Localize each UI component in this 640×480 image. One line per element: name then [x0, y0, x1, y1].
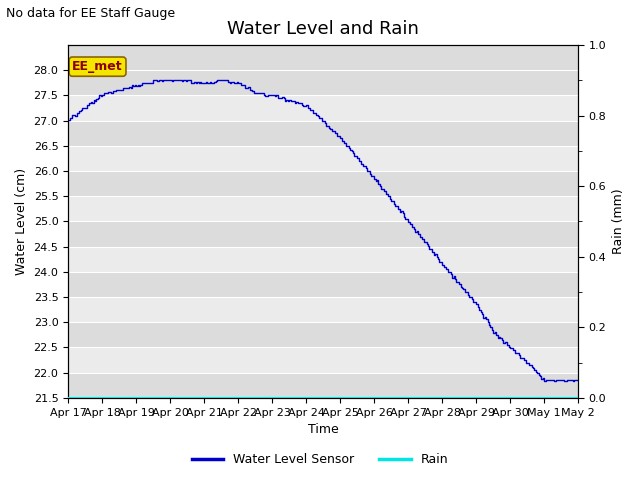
Bar [68, 297, 579, 322]
Bar [68, 70, 579, 96]
Bar [68, 146, 579, 171]
Bar [68, 96, 579, 120]
Bar [68, 272, 579, 297]
Y-axis label: Water Level (cm): Water Level (cm) [15, 168, 28, 275]
Legend: Water Level Sensor, Rain: Water Level Sensor, Rain [187, 448, 453, 471]
Y-axis label: Rain (mm): Rain (mm) [612, 189, 625, 254]
Bar [68, 196, 579, 221]
Text: No data for EE Staff Gauge: No data for EE Staff Gauge [6, 7, 175, 20]
Bar [68, 120, 579, 146]
Bar [68, 171, 579, 196]
Bar [68, 247, 579, 272]
X-axis label: Time: Time [308, 423, 339, 436]
Bar [68, 322, 579, 348]
Bar [68, 372, 579, 398]
Text: EE_met: EE_met [72, 60, 123, 73]
Bar [68, 348, 579, 372]
Title: Water Level and Rain: Water Level and Rain [227, 20, 419, 38]
Bar [68, 221, 579, 247]
